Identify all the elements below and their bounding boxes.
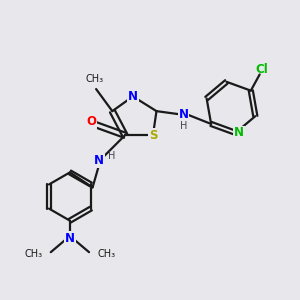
Text: CH₃: CH₃: [24, 249, 43, 259]
Text: CH₃: CH₃: [97, 249, 116, 259]
Text: H: H: [180, 121, 188, 131]
Text: H: H: [108, 151, 116, 161]
Text: CH₃: CH₃: [85, 74, 104, 84]
Text: O: O: [87, 115, 97, 128]
Text: N: N: [179, 108, 189, 121]
Text: S: S: [149, 129, 157, 142]
Text: Cl: Cl: [256, 63, 268, 76]
Text: N: N: [65, 232, 75, 245]
Text: N: N: [234, 126, 244, 139]
Text: N: N: [128, 90, 138, 103]
Text: N: N: [94, 154, 104, 167]
